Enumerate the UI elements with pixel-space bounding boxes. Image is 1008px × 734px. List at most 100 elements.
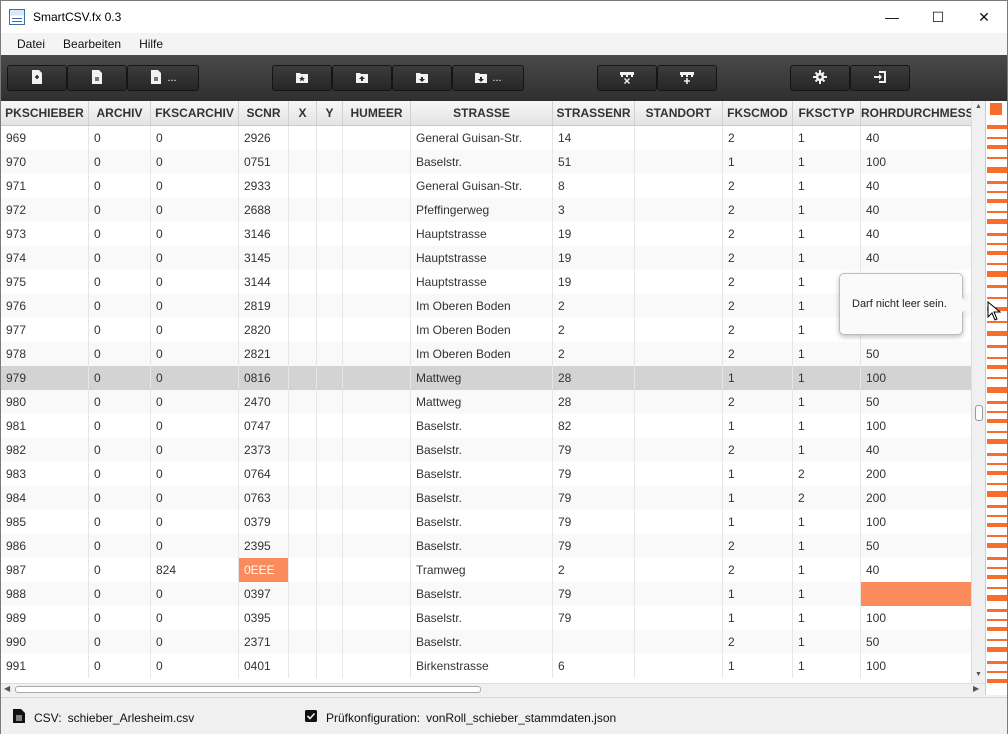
cell-rohrdurchmesser[interactable]: 40 (861, 438, 973, 462)
cell-strasse[interactable]: Tramweg (411, 558, 553, 582)
cell-y[interactable] (317, 462, 343, 486)
cell-strassenr[interactable]: 3 (553, 198, 635, 222)
error-marker[interactable] (987, 471, 1007, 475)
cell-pkschieber[interactable]: 987 (1, 558, 89, 582)
cell-y[interactable] (317, 198, 343, 222)
cell-strassenr[interactable]: 79 (553, 582, 635, 606)
cell-scnr[interactable]: 2926 (239, 126, 289, 150)
cell-scnr[interactable]: 0401 (239, 654, 289, 678)
table-row[interactable]: 973 0 0 3146 Hauptstrasse 19 2 1 40 (1, 222, 973, 246)
cell-scnr[interactable]: 3144 (239, 270, 289, 294)
table-row[interactable]: 979 0 0 0816 Mattweg 28 1 1 100 (1, 366, 973, 390)
cell-fksctyp[interactable]: 1 (793, 606, 861, 630)
cell-strassenr[interactable]: 79 (553, 486, 635, 510)
cell-rohrdurchmesser[interactable]: 100 (861, 150, 973, 174)
cell-pkschieber[interactable]: 986 (1, 534, 89, 558)
cell-pkschieber[interactable]: 985 (1, 510, 89, 534)
error-marker[interactable] (987, 211, 1007, 213)
cell-scnr[interactable]: 0816 (239, 366, 289, 390)
cell-standort[interactable] (635, 606, 723, 630)
cell-archiv[interactable]: 0 (89, 318, 151, 342)
cell-archiv[interactable]: 0 (89, 150, 151, 174)
table-row[interactable]: 985 0 0 0379 Baselstr. 79 1 1 100 (1, 510, 973, 534)
table-row[interactable]: 970 0 0 0751 Baselstr. 51 1 1 100 (1, 150, 973, 174)
cell-standort[interactable] (635, 390, 723, 414)
cell-x[interactable] (289, 582, 317, 606)
cell-humeer[interactable] (343, 222, 411, 246)
cell-fksctyp[interactable]: 1 (793, 510, 861, 534)
error-marker[interactable] (987, 505, 1007, 508)
scroll-left-icon[interactable]: ◀ (4, 684, 11, 693)
cell-strassenr[interactable]: 79 (553, 438, 635, 462)
cell-fkscmod[interactable]: 1 (723, 582, 793, 606)
cell-archiv[interactable]: 0 (89, 126, 151, 150)
cell-strassenr[interactable]: 19 (553, 222, 635, 246)
upload-config-button[interactable] (332, 65, 392, 91)
cell-rohrdurchmesser[interactable]: 50 (861, 342, 973, 366)
cell-strassenr[interactable]: 2 (553, 558, 635, 582)
cell-scnr[interactable]: 0751 (239, 150, 289, 174)
cell-strassenr[interactable]: 28 (553, 390, 635, 414)
cell-strassenr[interactable]: 82 (553, 414, 635, 438)
cell-standort[interactable] (635, 150, 723, 174)
cell-fksctyp[interactable]: 1 (793, 150, 861, 174)
cell-rohrdurchmesser[interactable]: 100 (861, 366, 973, 390)
cell-pkschieber[interactable]: 981 (1, 414, 89, 438)
cell-pkschieber[interactable]: 978 (1, 342, 89, 366)
vertical-scroll-thumb[interactable] (975, 405, 983, 421)
cell-strassenr[interactable]: 28 (553, 366, 635, 390)
cell-archiv[interactable]: 0 (89, 198, 151, 222)
error-marker[interactable] (987, 671, 1007, 673)
cell-humeer[interactable] (343, 414, 411, 438)
error-marker[interactable] (987, 125, 1007, 129)
cell-x[interactable] (289, 390, 317, 414)
cell-x[interactable] (289, 174, 317, 198)
cell-archiv[interactable]: 0 (89, 366, 151, 390)
cell-fkscmod[interactable]: 1 (723, 150, 793, 174)
error-marker[interactable] (987, 567, 1007, 569)
cell-humeer[interactable] (343, 558, 411, 582)
error-marker[interactable] (987, 661, 1007, 664)
cell-scnr[interactable]: 0EEE (239, 558, 289, 582)
cell-scnr[interactable]: 0763 (239, 486, 289, 510)
cell-scnr[interactable]: 0747 (239, 414, 289, 438)
error-marker[interactable] (987, 321, 1007, 323)
cell-fkscarchiv[interactable]: 0 (151, 294, 239, 318)
exit-button[interactable] (850, 65, 910, 91)
cell-fkscmod[interactable]: 1 (723, 510, 793, 534)
error-marker[interactable] (987, 431, 1007, 433)
table-row[interactable]: 972 0 0 2688 Pfeffingerweg 3 2 1 40 (1, 198, 973, 222)
cell-humeer[interactable] (343, 438, 411, 462)
cell-archiv[interactable]: 0 (89, 222, 151, 246)
cell-fkscarchiv[interactable]: 0 (151, 246, 239, 270)
cell-strassenr[interactable]: 14 (553, 126, 635, 150)
cell-fkscmod[interactable]: 1 (723, 486, 793, 510)
cell-standort[interactable] (635, 630, 723, 654)
error-marker[interactable] (987, 609, 1007, 612)
scroll-right-icon[interactable]: ▶ (973, 684, 980, 693)
table-row[interactable]: 988 0 0 0397 Baselstr. 79 1 1 (1, 582, 973, 606)
cell-scnr[interactable]: 0397 (239, 582, 289, 606)
error-marker[interactable] (987, 535, 1007, 537)
cell-scnr[interactable]: 0764 (239, 462, 289, 486)
cell-fkscarchiv[interactable]: 0 (151, 534, 239, 558)
cell-humeer[interactable] (343, 390, 411, 414)
error-marker[interactable] (987, 453, 1007, 456)
error-marker[interactable] (987, 157, 1007, 159)
cell-x[interactable] (289, 414, 317, 438)
error-marker[interactable] (987, 365, 1007, 369)
cell-fksctyp[interactable]: 1 (793, 630, 861, 654)
cell-strasse[interactable]: Pfeffingerweg (411, 198, 553, 222)
column-header-strassenr[interactable]: STRASSENR (553, 101, 635, 125)
open-file-button[interactable] (67, 65, 127, 91)
cell-y[interactable] (317, 390, 343, 414)
minimize-button[interactable]: — (885, 9, 899, 25)
cell-y[interactable] (317, 582, 343, 606)
error-marker[interactable] (987, 419, 1007, 423)
cell-y[interactable] (317, 270, 343, 294)
cell-y[interactable] (317, 366, 343, 390)
cell-strasse[interactable]: General Guisan-Str. (411, 174, 553, 198)
error-marker[interactable] (987, 483, 1007, 485)
cell-rohrdurchmesser[interactable]: 100 (861, 414, 973, 438)
cell-strasse[interactable]: Im Oberen Boden (411, 294, 553, 318)
